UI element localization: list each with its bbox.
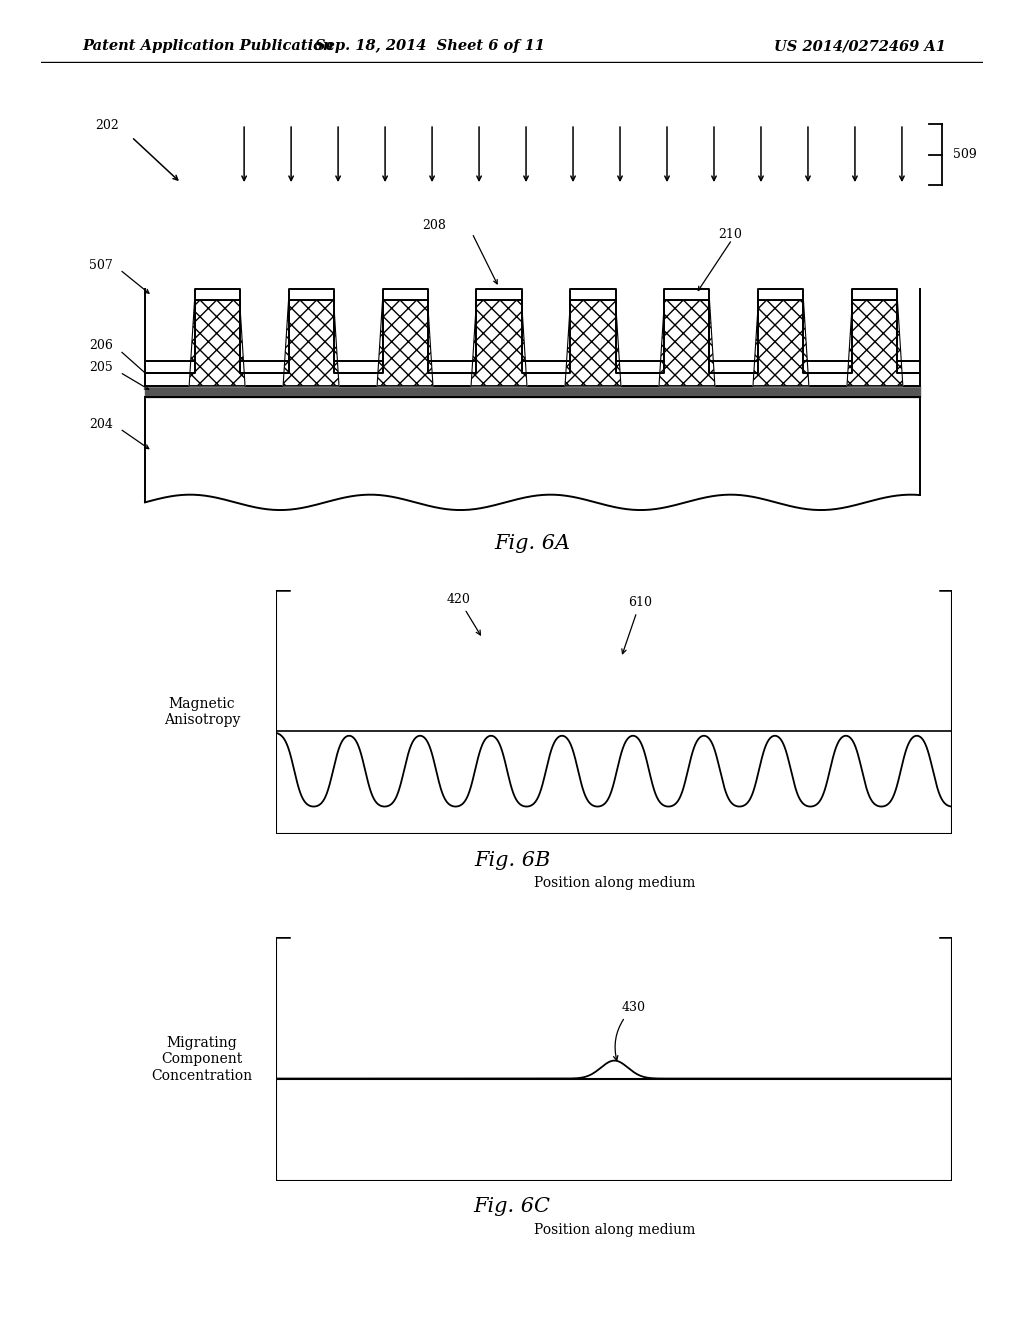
Text: US 2014/0272469 A1: US 2014/0272469 A1 — [774, 40, 946, 53]
Polygon shape — [565, 301, 621, 385]
Text: Position along medium: Position along medium — [534, 1224, 695, 1237]
Text: Fig. 6B: Fig. 6B — [474, 851, 550, 870]
Polygon shape — [283, 301, 339, 385]
Text: Position along medium: Position along medium — [534, 876, 695, 890]
Text: 610: 610 — [622, 597, 652, 653]
Polygon shape — [847, 301, 903, 385]
Text: 208: 208 — [423, 219, 446, 232]
Polygon shape — [471, 301, 527, 385]
Polygon shape — [659, 301, 715, 385]
Polygon shape — [847, 301, 903, 385]
Text: 507: 507 — [89, 259, 113, 272]
Text: Fig. 6C: Fig. 6C — [473, 1197, 551, 1216]
Polygon shape — [189, 301, 245, 385]
Text: Fig. 6A: Fig. 6A — [495, 535, 570, 553]
Polygon shape — [283, 301, 339, 385]
Text: Magnetic
Anisotropy: Magnetic Anisotropy — [164, 697, 241, 727]
Text: 430: 430 — [613, 1002, 645, 1060]
Polygon shape — [753, 301, 809, 385]
Polygon shape — [377, 301, 433, 385]
Polygon shape — [189, 301, 245, 385]
Text: 202: 202 — [95, 119, 119, 132]
Text: 210: 210 — [719, 228, 742, 240]
Polygon shape — [377, 301, 433, 385]
Polygon shape — [659, 301, 715, 385]
Text: Patent Application Publication: Patent Application Publication — [82, 40, 334, 53]
Polygon shape — [471, 301, 527, 385]
Text: 206: 206 — [89, 339, 113, 352]
Text: 204: 204 — [89, 417, 113, 430]
Text: Sep. 18, 2014  Sheet 6 of 11: Sep. 18, 2014 Sheet 6 of 11 — [315, 40, 545, 53]
Polygon shape — [753, 301, 809, 385]
Text: Migrating
Component
Concentration: Migrating Component Concentration — [152, 1036, 253, 1082]
Text: 420: 420 — [447, 593, 480, 635]
Polygon shape — [145, 396, 920, 510]
Text: 509: 509 — [953, 148, 977, 161]
Polygon shape — [565, 301, 621, 385]
Text: 205: 205 — [89, 362, 113, 374]
